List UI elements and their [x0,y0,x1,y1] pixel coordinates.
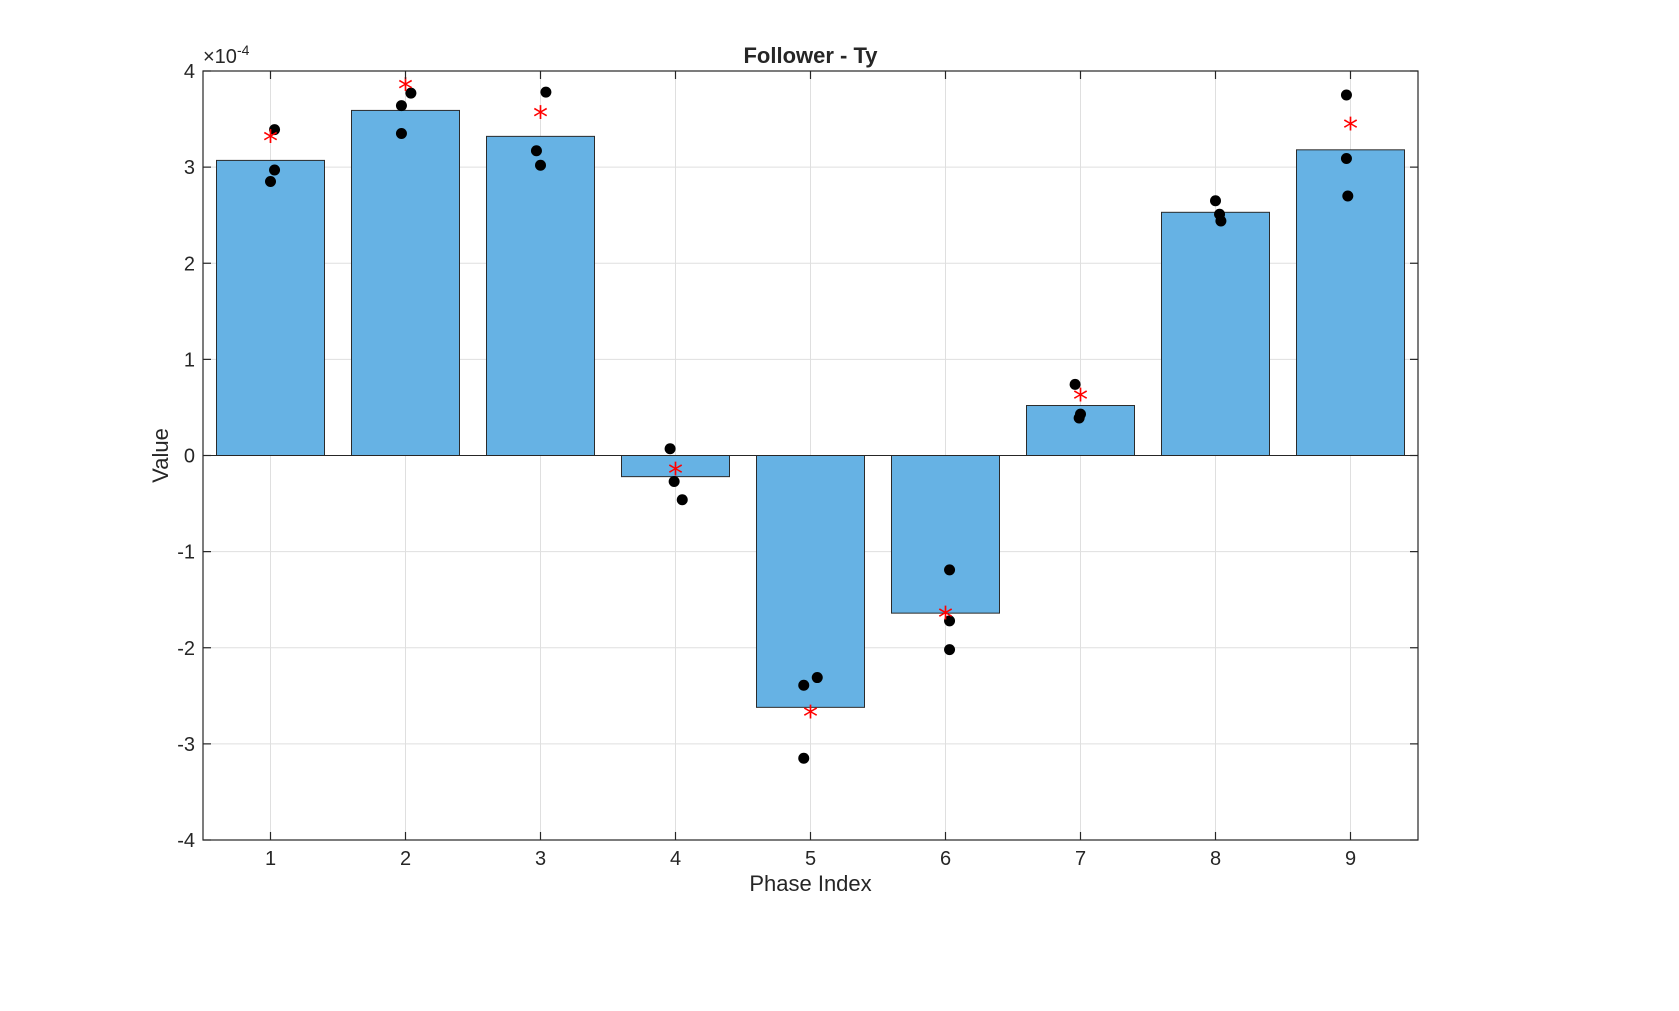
data-point-2-1 [395,127,407,139]
mean-marker-5: * [803,700,818,735]
bar-2 [351,109,460,456]
y-axis-exponent: ×10-4 [203,42,250,68]
data-point-5-1 [798,679,810,691]
data-point-3-2 [535,159,546,171]
y-tick-labels: -4 -3 -2 -1 0 1 2 3 4 [177,61,195,852]
data-point-4-1 [664,443,676,455]
y-axis-exponent-power: -4 [237,42,250,58]
data-point-4-3 [676,494,688,506]
y-tick-label--1: -1 [177,542,195,564]
data-point-8-1 [1210,195,1221,207]
x-tick-label-2: 2 [400,848,411,870]
x-tick-label-4: 4 [670,848,681,870]
data-point-3-3 [540,86,552,98]
data-point-6-3 [944,644,956,656]
data-point-4-2 [668,475,680,487]
data-point-9-1 [1340,89,1352,101]
data-point-3-1 [530,145,542,157]
mean-marker-4: * [668,457,683,492]
data-point-7-1 [1069,378,1081,390]
y-axis-exponent-base: ×10 [203,46,237,68]
y-tick-label--4: -4 [177,830,195,852]
x-tick-label-5: 5 [805,848,816,870]
data-point-2-2 [395,100,407,112]
y-tick-label-1: 1 [184,349,195,371]
bar-6 [891,455,1000,614]
data-point-6-1 [944,564,956,576]
x-axis-label: Phase Index [749,871,871,896]
y-tick-label-4: 4 [184,61,195,83]
mean-marker-3: * [533,100,548,135]
x-tick-labels: 1 2 3 4 5 6 7 8 9 [265,848,1356,870]
data-point-6-2 [944,615,956,627]
mean-marker-6: * [938,601,953,636]
x-tick-label-9: 9 [1345,848,1356,870]
axis-ticks [203,70,1418,841]
data-point-9-2 [1340,152,1352,164]
x-tick-label-6: 6 [940,848,951,870]
data-point-7-3 [1075,408,1086,420]
bar-3 [486,135,595,457]
mean-marker-2: * [398,72,413,107]
x-tick-label-7: 7 [1075,848,1086,870]
data-point-8-3 [1215,215,1227,227]
bars [203,109,1418,708]
y-tick-label-3: 3 [184,157,195,179]
y-tick-label--3: -3 [177,734,195,756]
data-point-9-3 [1342,190,1354,202]
data-point-1-2 [269,164,281,176]
y-tick-label-0: 0 [184,446,195,468]
x-tick-label-3: 3 [535,848,546,870]
bar-8 [1161,211,1270,456]
x-tick-label-1: 1 [265,848,276,870]
data-point-5-2 [798,752,810,764]
y-tick-label-2: 2 [184,253,195,275]
data-point-2-3 [405,87,417,99]
x-tick-label-8: 8 [1210,848,1221,870]
mean-marker-9: * [1343,112,1358,147]
data-point-1-3 [269,124,281,136]
mean-marker-1: * [263,124,278,159]
y-axis-label: Value [148,428,173,483]
data-point-1-1 [265,176,276,188]
y-tick-label--2: -2 [177,638,195,660]
bar-5 [756,455,865,708]
bar-1 [216,159,325,457]
data-point-5-3 [811,672,823,684]
mean-markers: * * * * * * * * [263,72,1358,735]
chart-title: Follower - Ty [743,43,878,68]
bar-9 [1296,149,1405,456]
mean-marker-7: * [1073,383,1088,418]
scatter-points [265,86,1354,764]
